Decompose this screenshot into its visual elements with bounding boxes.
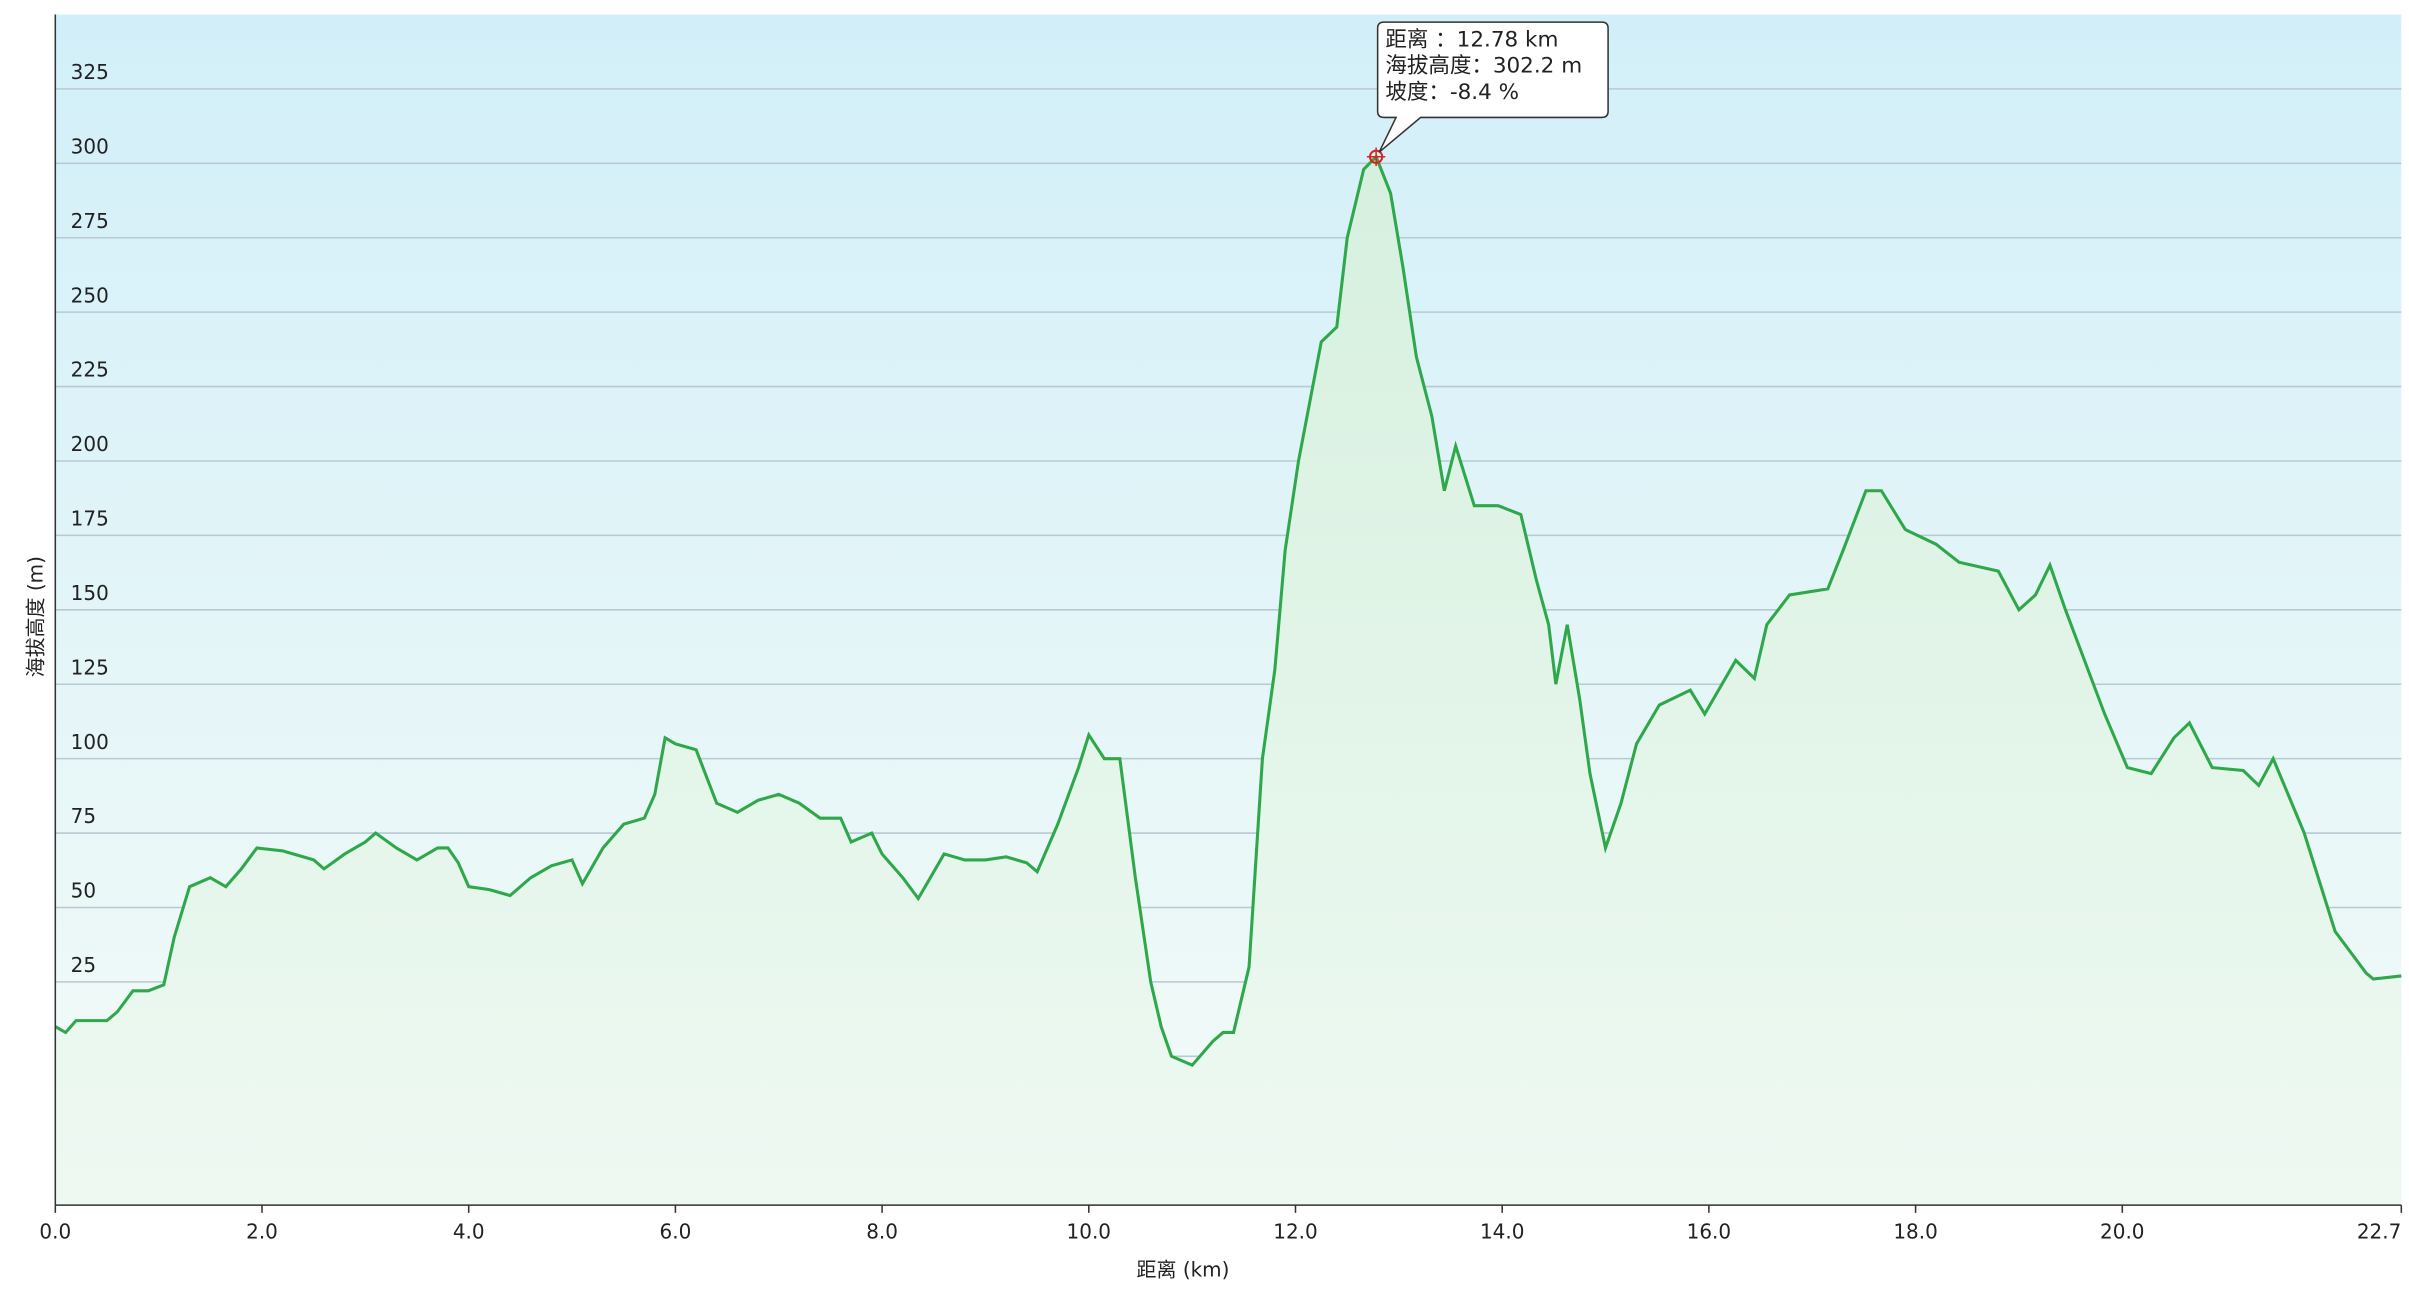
y-tick-label: 50 xyxy=(71,879,96,903)
x-tick-label: 22.7 xyxy=(2357,1219,2401,1243)
y-tick-label: 325 xyxy=(71,60,109,84)
y-tick-label: 300 xyxy=(71,134,109,158)
line xyxy=(54,153,2402,1068)
tooltip-text: 海拔高度：302.2 m xyxy=(1385,54,1582,79)
y-tick-label: 150 xyxy=(71,581,109,605)
x-tick-label: 4.0 xyxy=(453,1219,485,1243)
x-tick-label: 18.0 xyxy=(1893,1219,1937,1243)
x-tick-label: 10.0 xyxy=(1067,1219,1111,1243)
y-tick-label: 275 xyxy=(71,209,109,233)
x-tick-label: 6.0 xyxy=(660,1219,692,1243)
y-tick-label: 25 xyxy=(71,953,96,977)
tooltip-text: 坡度：-8.4 % xyxy=(1385,80,1519,105)
area xyxy=(55,156,2402,1206)
x-tick-label: 8.0 xyxy=(866,1219,898,1243)
y-tick-label: 200 xyxy=(71,432,109,456)
plot xyxy=(54,153,2402,1206)
y-tick-label: 125 xyxy=(71,655,109,679)
x-tick-label: 16.0 xyxy=(1687,1219,1731,1243)
x-tick-label: 14.0 xyxy=(1480,1219,1524,1243)
tooltip-text: 距离 ：12.78 km xyxy=(1385,28,1558,53)
x-tick-label: 0.0 xyxy=(39,1219,71,1243)
x-axis-label: 距离 (km) xyxy=(1137,1258,1230,1282)
y-tick-label: 100 xyxy=(71,730,109,754)
x-tick-label: 20.0 xyxy=(2100,1219,2144,1243)
y-tick-label: 225 xyxy=(71,358,109,382)
x-tick-label: 12.0 xyxy=(1273,1219,1317,1243)
tooltip-box xyxy=(1376,21,1609,153)
y-tick-label: 175 xyxy=(71,507,109,531)
x-tick-label: 2.0 xyxy=(246,1219,278,1243)
y-tick-label: 250 xyxy=(71,283,109,307)
y-tick-label: 75 xyxy=(71,804,96,828)
y-axis-label: 海拔高度 (m) xyxy=(23,556,47,677)
